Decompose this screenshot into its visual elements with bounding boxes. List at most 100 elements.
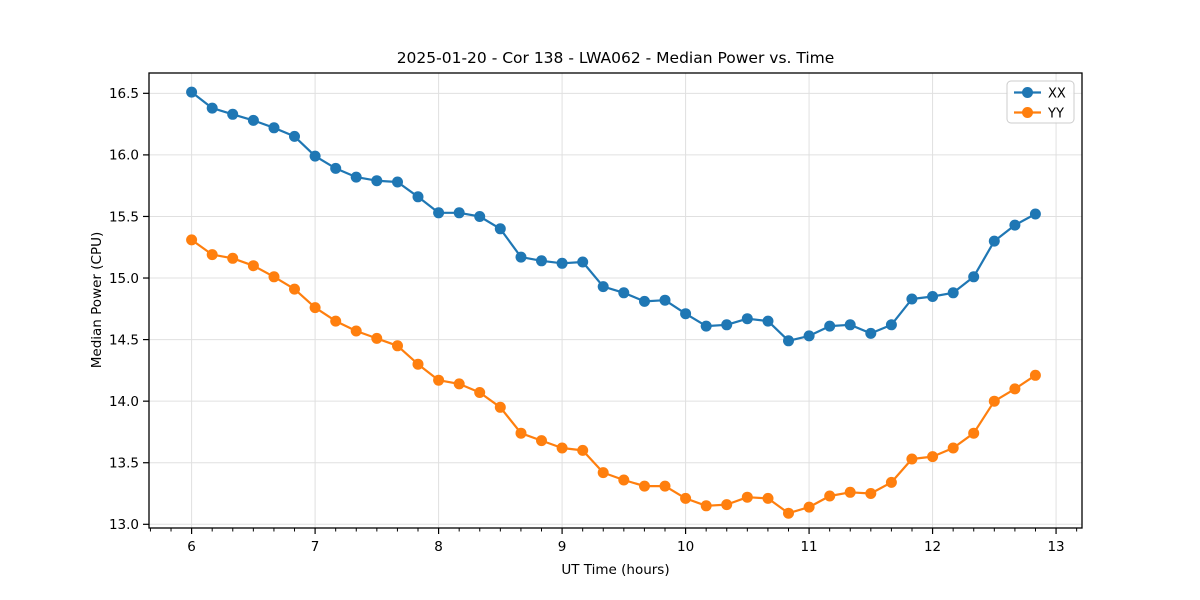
series-YY-marker [1009,383,1021,395]
series-XX-marker [618,287,630,299]
series-XX-marker [350,171,362,183]
series-XX-marker [536,255,547,267]
series-YY-marker [186,234,198,246]
series-YY-marker [968,427,980,439]
series-YY-marker [227,252,239,264]
series-XX-marker [741,313,753,325]
series-XX-marker [330,162,342,174]
series-YY-marker [721,499,733,511]
series-YY-marker [906,453,918,465]
y-tick-label: 13.0 [109,517,139,533]
legend-marker-sample [1022,107,1033,118]
series-YY-marker [597,467,609,479]
series-XX-marker [885,319,897,331]
series-YY-marker [762,492,774,504]
series-YY-marker [803,501,815,513]
series-XX-marker [206,102,218,114]
series-XX-marker [865,327,877,339]
series-XX-marker [762,315,774,327]
series-XX-marker [392,176,403,188]
series-YY-marker [206,249,218,261]
plot-border [148,72,1083,529]
chart-title: 2025-01-20 - Cor 138 - LWA062 - Median P… [396,49,835,67]
legend: XX YY [1006,80,1075,124]
y-tick-label: 14.0 [109,394,139,410]
series-YY-marker [289,283,300,295]
legend-entry-YY: YY [1014,106,1064,121]
series-YY-marker [350,325,362,337]
series-XX-marker [309,150,321,162]
series-YY-marker [392,340,403,352]
series-XX-marker [556,257,568,269]
series-XX-marker [721,319,733,331]
series-YY-marker [659,480,671,492]
series-YY-marker [783,507,794,519]
series-XX-marker [1029,208,1041,220]
series-XX-marker [515,251,527,263]
series-YY-marker [330,315,342,327]
series-XX-marker [227,108,239,120]
series-XX-marker [433,207,445,219]
series-XX-marker [906,293,918,305]
series-XX-marker [597,281,609,293]
series-YY-marker [268,271,280,283]
x-tick-label: 9 [558,539,567,555]
series-XX-marker [247,114,259,126]
series-XX-marker [639,295,650,307]
series-YY-marker [741,491,753,503]
x-tick-label: 11 [800,539,817,555]
y-tick-label: 16.5 [109,86,139,102]
series-YY-marker [474,387,486,398]
series-XX-marker [947,287,959,299]
series-YY-marker [515,427,527,439]
x-axis-label: UT Time (hours) [561,562,670,578]
legend-entry-XX: XX [1014,86,1066,101]
series-XX-marker [412,191,424,203]
series-XX-marker [494,223,506,235]
series-XX-marker [680,308,692,320]
series-YY-marker [309,302,321,314]
series-YY-marker [824,490,836,502]
series-XX-marker [988,235,1000,247]
legend-label: XX [1048,86,1066,101]
series-XX-marker [659,294,671,306]
series-YY-marker [412,358,424,370]
series-YY-marker [988,395,1000,407]
series-XX-marker [186,86,198,98]
series-YY-marker [927,451,939,463]
series-XX-marker [927,291,939,302]
series-YY-marker [865,488,877,499]
y-axis-ticks: 13.0 13.5 14.0 14.5 15.0 15.5 16.0 16.5 [109,86,149,533]
series-XX-marker [453,207,465,219]
x-axis-ticks: 6 7 8 9 10 11 12 13 [149,528,1078,555]
series-XX-marker [371,175,383,187]
series-YY-marker [680,492,692,504]
series-XX-marker [474,211,486,222]
series-XX-marker [577,256,589,268]
y-tick-label: 15.5 [109,209,139,225]
series-XX-marker [783,335,794,347]
x-tick-label: 8 [434,539,443,555]
series-XX-marker [844,319,856,331]
series-XX-marker [700,320,712,332]
series-YY-marker [536,435,547,447]
series-YY [186,234,1041,519]
x-tick-label: 6 [187,539,196,555]
series-YY-marker [639,480,650,492]
series-YY-marker [494,401,506,413]
y-tick-label: 14.5 [109,332,139,348]
y-tick-label: 13.5 [109,456,139,472]
series-YY-marker [247,260,259,272]
series-YY-marker [371,332,383,344]
x-tick-label: 10 [677,539,694,555]
series-YY-marker [556,442,568,454]
series-YY-marker [885,476,897,488]
y-tick-label: 16.0 [109,148,139,164]
series-YY-marker [700,500,712,512]
series-XX-marker [968,271,980,283]
series-YY-line [190,239,1037,515]
series-YY-marker [453,378,465,390]
series-XX [186,86,1041,347]
